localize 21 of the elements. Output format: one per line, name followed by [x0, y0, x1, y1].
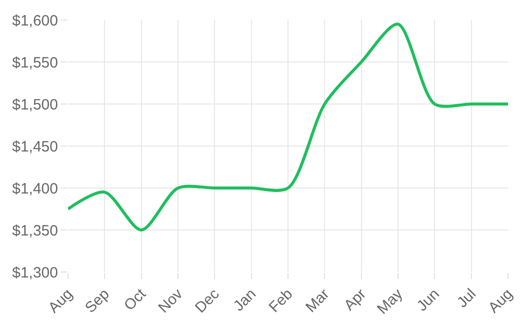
x-tick-label: Feb	[266, 286, 296, 316]
x-tick-label: Jan	[230, 286, 260, 315]
y-tick-label: $1,600	[12, 12, 58, 30]
line-series	[68, 22, 508, 232]
x-tick-label: Mar	[302, 286, 333, 316]
y-tick-label: $1,350	[12, 222, 58, 240]
x-tick-label: Oct	[120, 285, 150, 314]
x-tick-label: Dec	[192, 285, 224, 317]
y-tick-label: $1,300	[12, 264, 58, 282]
x-tick-label: May	[374, 285, 406, 318]
x-tick-label: Nov	[155, 285, 186, 317]
y-tick-label: $1,550	[12, 54, 58, 72]
x-tick-label: Aug	[45, 286, 76, 317]
y-tick-label: $1,500	[12, 96, 58, 114]
x-tick-label: Jul	[454, 286, 480, 312]
x-tick-label: Jun	[414, 286, 443, 315]
y-tick-label: $1,400	[12, 180, 58, 198]
x-tick-label: Sep	[82, 286, 113, 317]
x-tick-label: Aug	[485, 286, 516, 317]
y-tick-label: $1,450	[12, 138, 58, 156]
x-tick-label: Apr	[340, 286, 370, 314]
